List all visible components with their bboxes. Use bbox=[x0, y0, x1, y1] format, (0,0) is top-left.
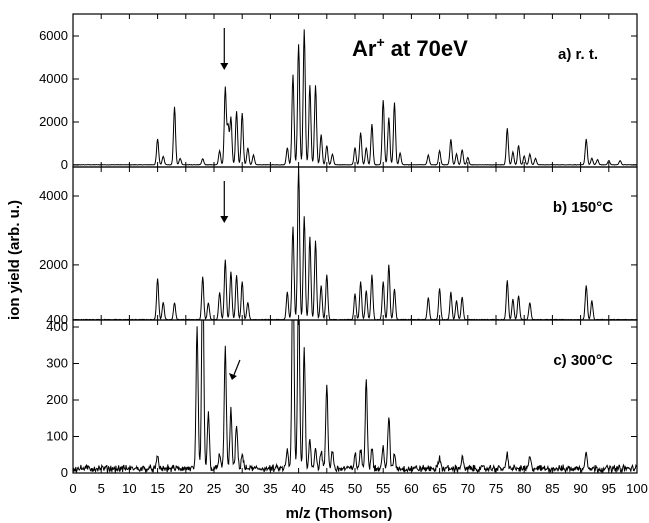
spectrum-trace bbox=[73, 320, 637, 473]
y-tick-label: 400 bbox=[46, 319, 68, 334]
panel-label: c) 300°C bbox=[553, 352, 613, 369]
headline-charge: + bbox=[376, 34, 384, 50]
spectrum-panel-2: 0 100 200 300 400 c) 300°C bbox=[46, 319, 638, 480]
y-tick-label: 300 bbox=[46, 356, 68, 371]
x-tick-label: 35 bbox=[263, 481, 277, 496]
y-tick-label: 4000 bbox=[39, 188, 68, 203]
panel-label: a) r. t. bbox=[558, 46, 598, 63]
y-tick-label: 2000 bbox=[39, 114, 68, 129]
panel-frame bbox=[72, 319, 638, 474]
x-tick-label: 30 bbox=[235, 481, 249, 496]
headline-energy: at 70eV bbox=[385, 36, 468, 61]
x-tick-label: 20 bbox=[179, 481, 193, 496]
x-tick-label: 10 bbox=[122, 481, 136, 496]
panel-label: b) 150°C bbox=[553, 199, 613, 216]
y-tick-label: 6000 bbox=[39, 28, 68, 43]
spectrum-trace bbox=[73, 168, 637, 320]
x-tick-label: 80 bbox=[517, 481, 531, 496]
x-tick-label: 50 bbox=[348, 481, 362, 496]
y-tick-label: 100 bbox=[46, 429, 68, 444]
peak-arrow bbox=[220, 28, 229, 70]
x-tick-label: 15 bbox=[150, 481, 164, 496]
y-tick-label: 0 bbox=[61, 157, 68, 172]
x-tick-label: 0 bbox=[69, 481, 76, 496]
x-tick-label: 5 bbox=[98, 481, 105, 496]
x-axis: 0 5 10 15 20 25 30 35 40 45 50 55 60 65 70 75 80 85 90 95 10… bbox=[69, 481, 647, 496]
x-axis-title: m/z (Thomson) bbox=[286, 505, 393, 522]
y-tick-label: 400 bbox=[46, 312, 68, 327]
spectrum-trace bbox=[73, 29, 637, 166]
peak-arrow bbox=[228, 359, 241, 380]
x-tick-label: 100 bbox=[626, 481, 648, 496]
x-tick-label: 45 bbox=[320, 481, 334, 496]
x-tick-label: 90 bbox=[573, 481, 587, 496]
x-tick-label: 65 bbox=[432, 481, 446, 496]
x-tick-label: 85 bbox=[545, 481, 559, 496]
x-tick-label: 75 bbox=[489, 481, 503, 496]
spectrum-panel-0: 0 2000 4000 6000 a) r. t. bbox=[39, 13, 638, 172]
x-tick-label: 95 bbox=[602, 481, 616, 496]
peak-arrow bbox=[220, 181, 229, 223]
y-tick-label: 2000 bbox=[39, 257, 68, 272]
x-tick-label: 40 bbox=[291, 481, 305, 496]
x-tick-label: 55 bbox=[376, 481, 390, 496]
spectrum-panel-1: 400 2000 4000 b) 150°C bbox=[39, 166, 638, 327]
x-tick-label: 70 bbox=[461, 481, 475, 496]
y-tick-label: 0 bbox=[61, 465, 68, 480]
x-tick-label: 60 bbox=[404, 481, 418, 496]
headline-ion: Ar bbox=[352, 36, 377, 61]
x-tick-label: 25 bbox=[207, 481, 221, 496]
y-tick-label: 4000 bbox=[39, 71, 68, 86]
y-tick-label: 200 bbox=[46, 392, 68, 407]
chart-headline: Ar+ at 70eV bbox=[352, 34, 468, 61]
y-axis-title: ion yield (arb. u.) bbox=[6, 200, 23, 320]
